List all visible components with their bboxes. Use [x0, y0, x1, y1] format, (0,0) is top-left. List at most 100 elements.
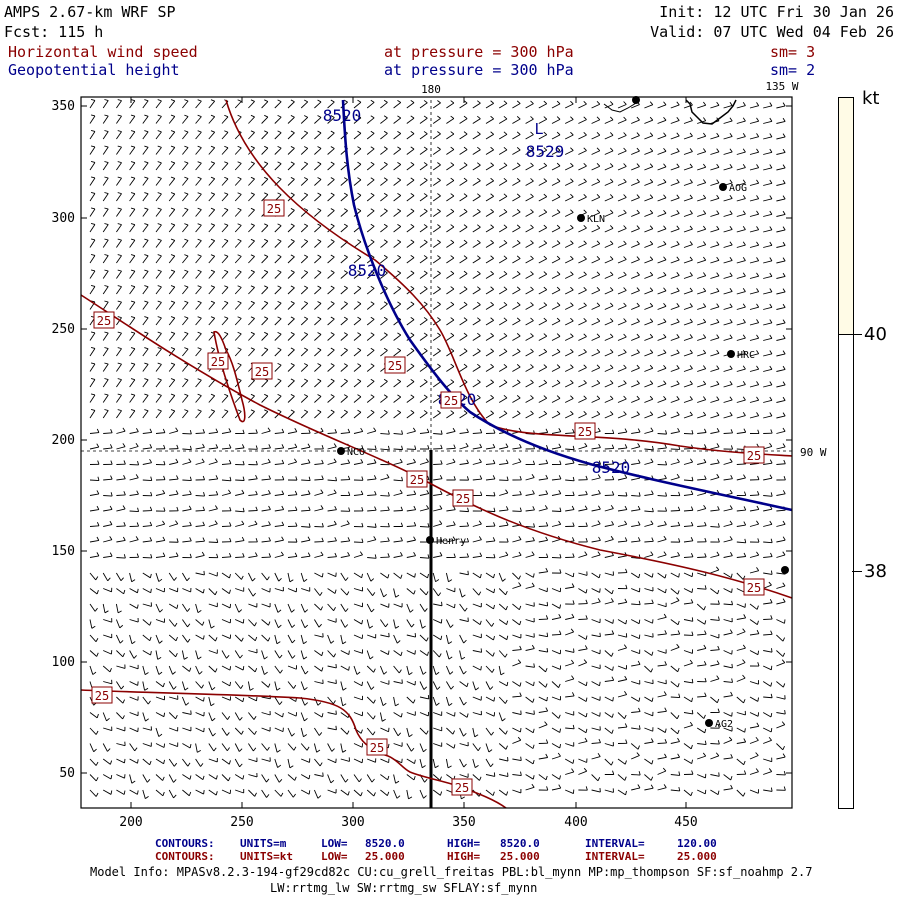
footer-height-label: CONTOURS: [155, 837, 215, 850]
svg-text:NCO: NCO [347, 447, 365, 458]
svg-text:25: 25 [211, 355, 225, 369]
x-tick-label: 200 [119, 815, 142, 830]
speed-contour-label: 25 [207, 352, 229, 370]
init-time: Init: 12 UTC Fri 30 Jan 26 [659, 3, 894, 21]
y-tick-label: 100 [52, 655, 75, 670]
x-tick-label: 450 [674, 815, 697, 830]
coastline [603, 99, 737, 125]
footer-height-interval-val: 120.00 [677, 837, 717, 850]
field2-name: Geopotential height [8, 61, 180, 79]
station-marker [781, 566, 789, 574]
svg-text:AOG: AOG [729, 183, 747, 194]
height-contours [341, 99, 793, 512]
colorbar-unit: kt [862, 88, 880, 109]
footer-height-high-val: 8520.0 [500, 837, 540, 850]
lon-label-180: 180 [421, 83, 441, 96]
y-tick-label: 200 [52, 433, 75, 448]
model-info-line1: Model Info: MPASv8.2.3-194-gf29cd82c CU:… [90, 865, 813, 879]
footer-speed-low-val: 25.000 [365, 850, 405, 863]
y-tick-label: 250 [52, 322, 75, 337]
forecast-hour: Fcst: 115 h [4, 23, 104, 41]
svg-text:25: 25 [370, 741, 384, 755]
station-aog: AOG [719, 183, 747, 194]
y-tick-label: 300 [52, 211, 75, 226]
colorbar-tick-38 [852, 571, 862, 572]
x-tick-label: 300 [341, 815, 364, 830]
speed-contour-label: 25 [251, 362, 273, 380]
svg-text:25: 25 [388, 359, 402, 373]
colorbar-band-top [839, 98, 853, 335]
lon-label-135w: 135 W [765, 80, 798, 93]
svg-text:25: 25 [747, 449, 761, 463]
station-ag2: AG2 [705, 719, 733, 730]
svg-text:25: 25 [410, 473, 424, 487]
y-tick-label: 150 [52, 544, 75, 559]
speed-contour-label: 25 [574, 422, 596, 440]
lon-label-90w: 90 W [800, 446, 827, 459]
speed-contour-label: 25 [91, 686, 113, 704]
svg-text:25: 25 [255, 365, 269, 379]
svg-text:25: 25 [456, 492, 470, 506]
map-plot: 200 250 300 350 400 450 350 300 250 200 150 100 50 18… [52, 80, 827, 830]
y-tick-label: 50 [59, 766, 75, 781]
station-nco: NCO [337, 447, 365, 458]
speed-contour-label: 25 [263, 199, 285, 217]
speed-contour-label: 25 [406, 470, 428, 488]
svg-text:KLN: KLN [587, 214, 605, 225]
speed-contour-label: 25 [440, 391, 462, 409]
colorbar [838, 97, 854, 809]
footer-speed-units: UNITS=kt [240, 850, 293, 863]
speed-contour-label: 25 [366, 738, 388, 756]
speed-contour-label: 25 [452, 489, 474, 507]
station-kln: KLN [577, 214, 605, 225]
speed-contour-label: 25 [743, 446, 765, 464]
svg-text:25: 25 [747, 581, 761, 595]
svg-text:25: 25 [97, 314, 111, 328]
footer-speed-low: LOW= [321, 850, 348, 863]
svg-text:Henry: Henry [436, 536, 466, 547]
footer-height-high: HIGH= [447, 837, 481, 850]
svg-text:25: 25 [444, 394, 458, 408]
x-tick-label: 400 [564, 815, 587, 830]
station-marker [632, 96, 640, 104]
y-tick-label: 350 [52, 99, 75, 114]
height-contour-label: 8520 [323, 106, 362, 125]
colorbar-label-40: 40 [864, 324, 887, 345]
speed-contour-label: 25 [93, 311, 115, 329]
svg-text:25: 25 [578, 425, 592, 439]
x-tick-label: 350 [452, 815, 475, 830]
speed-contours [80, 99, 793, 809]
svg-text:25: 25 [267, 202, 281, 216]
colorbar-tick-40 [852, 334, 862, 335]
wind-barbs [89, 99, 786, 800]
height-contour-label: 8520 [592, 458, 631, 477]
footer-speed-interval-val: 25.000 [677, 850, 717, 863]
field1-name: Horizontal wind speed [8, 43, 198, 61]
footer-height-interval: INTERVAL= [585, 837, 645, 850]
height-contour-label: 8520 [348, 261, 387, 280]
x-tick-label: 250 [230, 815, 253, 830]
map-frame [80, 96, 793, 809]
speed-contour-label: 25 [743, 578, 765, 596]
speed-contour-label: 25 [451, 778, 473, 796]
svg-text:AG2: AG2 [715, 719, 733, 730]
footer-height-low: LOW= [321, 837, 348, 850]
grid-lines [81, 100, 792, 808]
station-hrc: HRC [727, 350, 755, 361]
footer-speed-high-val: 25.000 [500, 850, 540, 863]
field2-level: at pressure = 300 hPa [384, 61, 574, 79]
field2-smoothing: sm= 2 [770, 61, 816, 79]
colorbar-label-38: 38 [864, 561, 887, 582]
speed-contour-label: 25 [384, 356, 406, 374]
footer-speed-high: HIGH= [447, 850, 481, 863]
field1-level: at pressure = 300 hPa [384, 43, 574, 61]
footer-height-units: UNITS=m [240, 837, 287, 850]
svg-text:25: 25 [95, 689, 109, 703]
model-info-line2: LW:rrtmg_lw SW:rrtmg_sw SFLAY:sf_mynn [270, 881, 538, 895]
field1-smoothing: sm= 3 [770, 43, 816, 61]
height-contour-label: 8529 [526, 142, 565, 161]
model-title: AMPS 2.67-km WRF SP [4, 3, 176, 21]
low-center-marker: L [534, 120, 543, 138]
footer-height-low-val: 8520.0 [365, 837, 405, 850]
station-henry: Henry [426, 536, 466, 547]
